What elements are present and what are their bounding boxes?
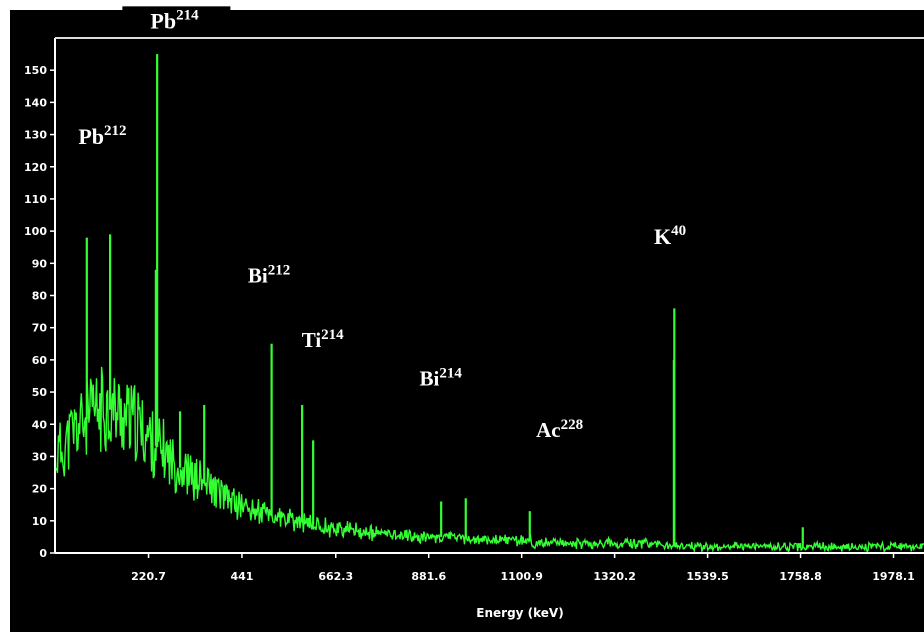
y-tick-label: 90 [32, 257, 48, 270]
y-tick-label: 120 [24, 161, 47, 174]
x-tick-label: 1758.8 [779, 570, 821, 583]
x-tick-label: 1320.2 [593, 570, 635, 583]
y-tick-label: 20 [32, 483, 48, 496]
y-tick-label: 130 [24, 129, 47, 142]
annotation-knockout [122, 6, 231, 37]
y-tick-label: 150 [24, 64, 47, 77]
nuclide-label: Bi214 [420, 366, 463, 391]
y-tick-label: 100 [24, 225, 47, 238]
plot-background [10, 10, 924, 632]
nuclide-label: K40 [654, 223, 686, 249]
x-tick-label: 441 [230, 570, 253, 583]
annotation-layer: Pb212 Pb214 Bi212 Ti214 Bi214 Ac228 K40 [78, 6, 686, 442]
x-tick-label: 1978.1 [872, 570, 914, 583]
nuclide-label: Bi212 [248, 263, 290, 288]
x-tick-label: 662.3 [318, 570, 353, 583]
nuclide-label: Ti214 [302, 327, 344, 352]
x-tick-label: 881.6 [411, 570, 446, 583]
y-tick-label: 10 [32, 515, 48, 528]
x-tick-label: 220.7 [131, 570, 166, 583]
spectrum-line [54, 366, 924, 554]
axes-layer: 0 10 20 30 40 50 60 70 80 90 100 110 120 130 140 150 220… [24, 37, 924, 583]
y-tick-label: 80 [32, 290, 48, 303]
y-tick-label: 140 [24, 96, 47, 109]
y-tick-label: 70 [32, 322, 48, 335]
y-tick-label: 50 [32, 386, 48, 399]
nuclide-label: Ac228 [536, 417, 583, 442]
x-tick-label: 1539.5 [686, 570, 728, 583]
nuclide-label: Pb214 [150, 7, 199, 33]
x-tick-label: 1100.9 [500, 570, 542, 583]
x-axis-title: Energy (keV) [476, 606, 563, 620]
y-tick-label: 0 [39, 547, 47, 560]
y-tick-label: 40 [32, 418, 48, 431]
y-tick-label: 60 [32, 354, 48, 367]
y-tick-label: 30 [32, 450, 48, 463]
y-tick-label: 110 [24, 193, 47, 206]
nuclide-label: Pb212 [78, 123, 126, 149]
spectrum-layer [54, 54, 924, 554]
